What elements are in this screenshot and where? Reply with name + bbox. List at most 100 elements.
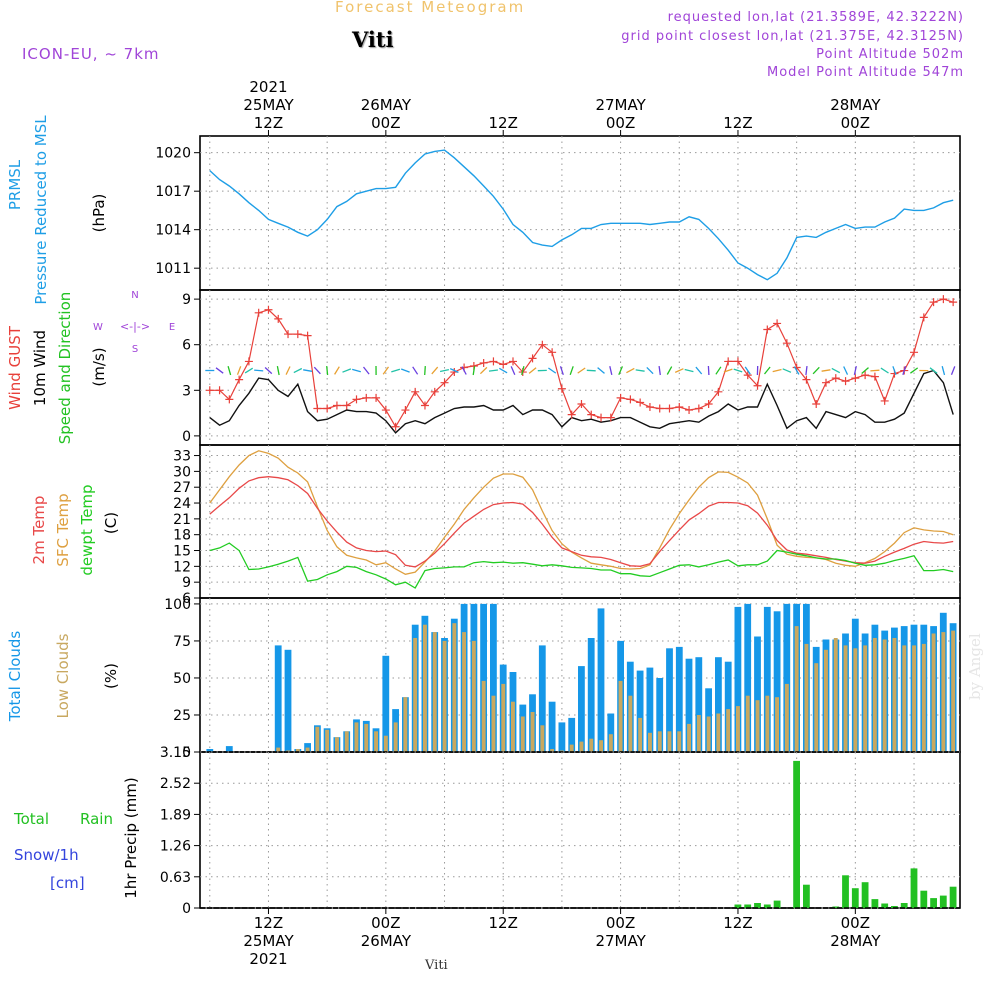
low-cloud-bar [667, 731, 672, 752]
temperature-frame [199, 444, 961, 599]
low-cloud-bar [295, 749, 300, 752]
gust-marker [782, 339, 791, 348]
low-cloud-bar [618, 680, 623, 752]
low-cloud-bar [726, 709, 731, 752]
temp-unit-label: (C) [102, 512, 120, 534]
low-cloud-bar [471, 640, 476, 752]
rain-bar [754, 903, 761, 908]
pressure-ytick-label: 1014 [155, 223, 191, 239]
low-cloud-bar [677, 731, 682, 752]
precip-ytick-label: 0.63 [160, 870, 191, 886]
wind-direction-label: Speed and Direction [56, 292, 74, 445]
compass-glyph: <-|-> [120, 320, 150, 333]
low-cloud-bar [648, 732, 652, 753]
gust-marker [313, 404, 322, 413]
wind-direction-arrow [805, 366, 808, 376]
total-cloud-bar [754, 636, 761, 752]
gust-marker [606, 413, 615, 422]
clouds-ytick-label: 100 [164, 597, 191, 613]
gust-marker [626, 395, 635, 404]
wind-direction-arrow [439, 368, 450, 373]
wind-direction-arrow [609, 366, 613, 376]
gust-marker [381, 406, 390, 415]
low-cloud-bar [833, 638, 838, 752]
low-cloud-bar [315, 726, 320, 752]
precip-unit-label: 1hr Precip (mm) [122, 777, 140, 898]
total-cloud-bar [587, 638, 595, 752]
wind-direction-arrow [772, 368, 782, 373]
panel-labels: PRMSL Pressure Reduced to MSL (hPa) Wind GU… [6, 115, 175, 899]
wind-ytick-label: 3 [182, 383, 191, 399]
wind-direction-arrow [870, 369, 880, 372]
credit-watermark: by Angel [966, 633, 984, 700]
precip-ytick-label: 1.89 [160, 807, 191, 823]
top-hour-label: 00Z [371, 114, 400, 132]
gust-marker [411, 387, 420, 396]
gust-marker [773, 319, 782, 328]
rain-bar [891, 906, 898, 908]
top-date-label: 28MAY [830, 96, 881, 114]
compass-south: S [132, 344, 138, 355]
gust-marker [479, 358, 488, 367]
total-cloud-bar [734, 606, 742, 752]
gust-marker [636, 398, 645, 407]
wind-direction-arrow [569, 366, 574, 376]
temperature-ytick-label: 9 [182, 575, 191, 591]
low-cloud-bar [423, 624, 427, 752]
wind-direction-arrow [293, 367, 303, 374]
low-cloud-bar [696, 715, 701, 752]
gust-marker [303, 331, 312, 340]
gust-marker [949, 298, 958, 307]
wind-direction-arrow [528, 367, 537, 374]
dewpt-line [209, 542, 954, 589]
low-cloud-bar [892, 638, 897, 752]
gust-marker [861, 371, 870, 380]
rain-bar [871, 899, 879, 908]
gust-marker [215, 386, 224, 395]
wind-direction-arrow [488, 369, 498, 372]
low-cloud-bar [540, 725, 545, 752]
pressure-panel: 1011 1014 1017 1020 [155, 135, 961, 291]
rain-label: Rain [80, 810, 113, 828]
wind-direction-arrow [674, 368, 684, 373]
low-cloud-bar [853, 648, 858, 752]
gust-marker [919, 313, 928, 322]
low-cloud-bar [344, 731, 349, 752]
precip-ytick-label: 3.15 [160, 745, 191, 761]
rain-bar [734, 904, 742, 908]
total-cloud-bar [578, 666, 585, 752]
wind-direction-arrow [559, 366, 564, 376]
gust-marker [342, 401, 351, 410]
wind-direction-arrow [577, 367, 586, 374]
low-cloud-bar [550, 749, 555, 752]
bottom-date-label: 26MAY [361, 932, 412, 950]
t2m-label: 2m Temp [30, 496, 48, 565]
gust-marker [548, 348, 557, 357]
wind-ytick-label: 9 [182, 292, 191, 308]
wind-direction-arrow [431, 366, 439, 375]
total-cloud-bar [225, 746, 233, 752]
bottom-hour-label: 12Z [254, 914, 283, 932]
low-cloud-bar [872, 638, 877, 752]
gust-marker [225, 395, 234, 404]
wind-direction-arrow [910, 367, 919, 374]
wind-speed-line [209, 369, 954, 434]
top-date-label: 25MAY [243, 96, 294, 114]
wind-direction-arrow [626, 367, 635, 374]
cloud-unit-label: (%) [102, 663, 120, 689]
gust-marker [724, 357, 733, 366]
footer-station: Viti [425, 958, 448, 973]
precip-ytick-label: 0 [182, 901, 191, 917]
bottom-hour-label: 00Z [841, 914, 870, 932]
rain-bar [920, 890, 928, 908]
low-cloud-bar [432, 632, 437, 752]
temperature-ytick-label: 18 [173, 528, 191, 544]
low-cloud-bar [520, 716, 525, 752]
total-cloud-bar [284, 649, 292, 752]
wind-direction-arrow [853, 365, 857, 376]
gust-marker [743, 371, 752, 380]
total-cloud-bar [724, 661, 732, 752]
gust-marker [704, 399, 713, 408]
